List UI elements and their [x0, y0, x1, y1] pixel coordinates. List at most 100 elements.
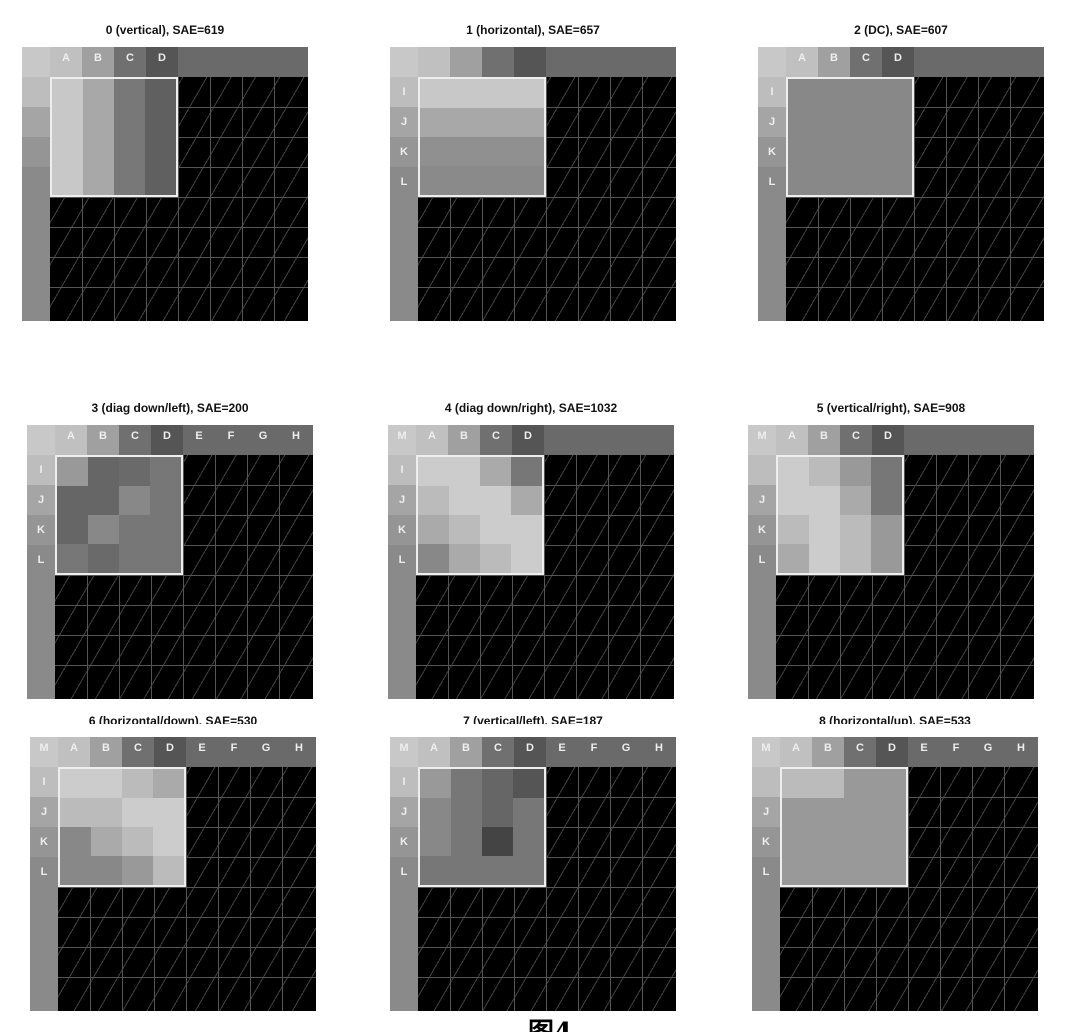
predicted-pixel [482, 108, 513, 137]
grid-line [274, 77, 275, 321]
grid-line [418, 107, 676, 108]
grid-line [972, 767, 973, 1011]
neighbor-pixel: M [748, 425, 776, 455]
grid-line [450, 77, 451, 321]
predicted-pixel [451, 827, 482, 856]
neighbor-pixel: L [390, 857, 418, 887]
neighbor-pixel: H [642, 737, 676, 767]
panel-title: 7 (vertical/left), SAE=187 [463, 715, 603, 724]
neighbor-pixel: I [390, 767, 418, 797]
predicted-pixel [850, 79, 881, 108]
neighbor-pixel: J [388, 485, 416, 515]
mode-panel: 2 (DC), SAE=607 A B C D I J K L [758, 23, 1044, 321]
grid-line [122, 767, 123, 1011]
predicted-pixel [788, 79, 819, 108]
grid-line [418, 287, 676, 288]
neighbor-pixel [578, 47, 610, 77]
grid-line [780, 857, 1038, 858]
neighbor-pixel [22, 47, 50, 77]
grid-line [58, 827, 316, 828]
predicted-pixel [150, 486, 181, 515]
panel-title: 2 (DC), SAE=607 [854, 23, 948, 37]
grid-line [786, 257, 1044, 258]
predicted-pixel [871, 486, 902, 515]
neighbor-pixel [544, 425, 576, 455]
predicted-pixel [809, 486, 840, 515]
grid-line [50, 107, 308, 108]
predicted-pixel [88, 486, 119, 515]
predicted-pixel [91, 827, 122, 856]
grid-line [514, 767, 515, 1011]
predicted-pixel [881, 108, 912, 137]
neighbor-pixel [758, 47, 786, 77]
predicted-pixel [449, 515, 480, 544]
predicted-pixel [60, 769, 91, 798]
grid-line [186, 767, 187, 1011]
grid-line [776, 545, 1034, 546]
grid-line [968, 455, 969, 699]
panel-title: 5 (vertical/right), SAE=908 [816, 401, 966, 415]
predicted-pixel [840, 544, 871, 573]
neighbor-pixel: D [512, 425, 544, 455]
predicted-pixel [813, 798, 844, 827]
predicted-pixel [782, 769, 813, 798]
grid-line [776, 605, 1034, 606]
grid-line [776, 665, 1034, 666]
grid-line [780, 827, 1038, 828]
neighbor-pixel: D [154, 737, 186, 767]
predicted-pixel [60, 856, 91, 885]
panel-title: 8 (horizontal/up), SAE=533 [819, 715, 971, 724]
neighbor-pixel [968, 425, 1000, 455]
top-neighbor-row [390, 47, 676, 77]
grid-line [418, 977, 676, 978]
grid-line [50, 287, 308, 288]
predicted-pixel [60, 798, 91, 827]
neighbor-pixel: D [882, 47, 914, 77]
grid-line [904, 455, 905, 699]
neighbor-pixel: F [940, 737, 972, 767]
predicted-pixel [513, 166, 544, 195]
neighbor-pixel: C [114, 47, 146, 77]
predicted-block [418, 77, 546, 197]
predicted-pixel [778, 515, 809, 544]
neighbor-pixel: J [758, 107, 786, 137]
grid-line [786, 137, 1044, 138]
predicted-pixel [513, 827, 544, 856]
predicted-pixel [840, 486, 871, 515]
predicted-pixel [871, 544, 902, 573]
predicted-pixel [119, 515, 150, 544]
neighbor-pixel: H [1004, 737, 1038, 767]
neighbor-pixel: J [390, 107, 418, 137]
neighbor-pixel [22, 77, 50, 107]
grid-line [90, 767, 91, 1011]
neighbor-pixel: M [752, 737, 780, 767]
grid-line [482, 77, 483, 321]
neighbor-pixel: D [151, 425, 183, 455]
predicted-pixel [809, 515, 840, 544]
neighbor-pixel: E [183, 425, 215, 455]
grid-line [1004, 767, 1005, 1011]
grid-line [416, 485, 674, 486]
neighbor-pixel: J [752, 797, 780, 827]
predicted-pixel [60, 827, 91, 856]
grid-line [82, 77, 83, 321]
grid-line [418, 227, 676, 228]
neighbor-pixel: B [82, 47, 114, 77]
neighbor-pixel [418, 47, 450, 77]
predicted-pixel [119, 486, 150, 515]
neighbor-pixel: F [218, 737, 250, 767]
grid-line [55, 665, 313, 666]
predicted-pixel [153, 769, 184, 798]
neighbor-pixel: I [390, 77, 418, 107]
neighbor-pixel: C [482, 737, 514, 767]
neighbor-pixel: J [748, 485, 776, 515]
neighbor-pixel: J [390, 797, 418, 827]
neighbor-pixel: G [972, 737, 1004, 767]
neighbor-pixel: C [480, 425, 512, 455]
neighbor-pixel: H [282, 737, 316, 767]
grid-line [50, 197, 308, 198]
